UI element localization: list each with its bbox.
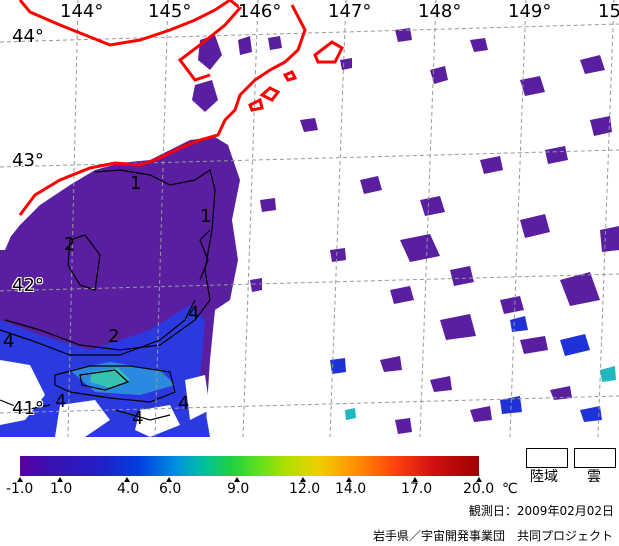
lon-label-149: 149° <box>508 1 552 22</box>
contours <box>0 169 216 421</box>
contour-label: 4 <box>55 391 67 412</box>
sst-teal-patches <box>345 366 616 420</box>
lon-label-150: 15 <box>598 1 619 22</box>
colorbar-tick <box>412 477 418 482</box>
lat-label-44: 44° <box>12 26 44 47</box>
land-fill <box>0 210 20 250</box>
sst-map: 144° 145° 146° 147° 148° 149° 15 44° 43°… <box>0 0 619 437</box>
colorbar-tick <box>300 477 306 482</box>
colorbar-tick <box>124 477 130 482</box>
lat-label-42: 42° <box>12 275 44 296</box>
contour-label: 4 <box>178 393 190 414</box>
contour-label: 4 <box>188 303 200 324</box>
land-legend-swatch <box>526 448 568 468</box>
lon-label-144: 144° <box>60 1 104 22</box>
temperature-colorbar <box>20 456 479 476</box>
colorbar-tick-label: 20.0 <box>463 481 495 497</box>
warm-eddy-core <box>90 368 130 388</box>
colorbar-tick-label: 4.0 <box>117 481 140 497</box>
land-legend-label: 陸域 <box>530 469 558 485</box>
contour-label: 2 <box>64 234 76 255</box>
colorbar-tick <box>476 477 482 482</box>
contour-label: 1 <box>200 206 212 227</box>
land-outline <box>18 0 344 216</box>
colorbar-tick-label: 17.0 <box>401 481 433 497</box>
contour-label: 4 <box>3 331 15 352</box>
map-graphic <box>0 0 619 437</box>
lon-label-147: 147° <box>328 1 372 22</box>
colorbar-tick <box>234 477 240 482</box>
colorbar-tick-label: 1.0 <box>50 481 73 497</box>
credit-text: 岩手県／宇宙開発事業団 共同プロジェクト <box>372 529 613 543</box>
contour-label: 1 <box>130 173 142 194</box>
observation-date: 観測日：2009年02月02日 <box>468 504 614 518</box>
lon-label-148: 148° <box>418 1 462 22</box>
lat-label-41: 41° <box>12 398 44 419</box>
sst-warm-patches <box>330 316 602 422</box>
sst-patches <box>192 28 619 434</box>
colorbar-tick <box>17 477 23 482</box>
contour-label: 4 <box>132 408 144 429</box>
colorbar-tick <box>57 477 63 482</box>
colorbar-tick <box>166 477 172 482</box>
lon-label-146: 146° <box>238 1 282 22</box>
graticule <box>0 0 619 437</box>
lon-label-145: 145° <box>148 1 192 22</box>
contour-label: 2 <box>108 326 120 347</box>
cloud-legend-swatch <box>574 448 616 468</box>
cloud-legend-label: 雲 <box>587 469 601 485</box>
colorbar-tick-label: 12.0 <box>289 481 321 497</box>
colorbar-tick-label: -1.0 <box>6 481 34 497</box>
lat-label-43: 43° <box>12 150 44 171</box>
colorbar-tick <box>346 477 352 482</box>
temperature-unit: ℃ <box>502 481 518 497</box>
colorbar-tick-label: 9.0 <box>227 481 250 497</box>
colorbar-tick-label: 6.0 <box>159 481 182 497</box>
colorbar-tick-label: 14.0 <box>335 481 367 497</box>
